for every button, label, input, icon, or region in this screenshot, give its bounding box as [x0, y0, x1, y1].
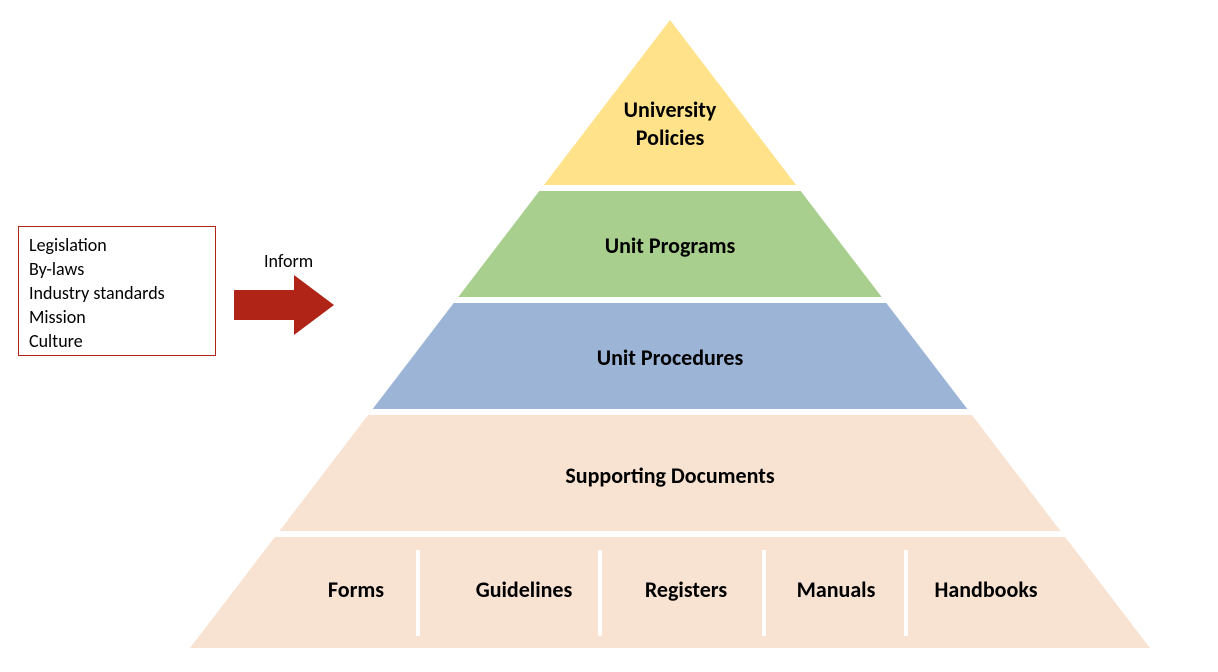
pyramid-label-line: Policies	[470, 124, 870, 152]
pyramid-label-line: Unit Programs	[470, 232, 870, 260]
pyramid-label-line: Unit Procedures	[470, 344, 870, 372]
diagram-stage: LegislationBy-lawsIndustry standardsMiss…	[0, 0, 1218, 672]
pyramid-label-level1: UniversityPolicies	[470, 96, 870, 151]
subrow-divider-2	[762, 550, 766, 636]
side-box-item: Mission	[29, 305, 205, 329]
inform-arrow-head	[294, 275, 334, 335]
pyramid-gap-1	[454, 297, 887, 303]
side-box-item: Culture	[29, 329, 205, 353]
inform-arrow-shaft	[234, 290, 294, 320]
subrow-divider-1	[598, 550, 602, 636]
side-box-item: Legislation	[29, 233, 205, 257]
subrow-label-handbooks: Handbooks	[896, 576, 1076, 603]
pyramid-gap-2	[368, 409, 972, 415]
subrow-divider-0	[416, 550, 420, 636]
pyramid-label-line: University	[470, 96, 870, 124]
pyramid-subrow-gap	[275, 531, 1065, 537]
inputs-side-box: LegislationBy-lawsIndustry standardsMiss…	[18, 226, 216, 356]
subrow-divider-3	[904, 550, 908, 636]
pyramid-label-line: Supporting Documents	[470, 462, 870, 490]
side-box-item: By-laws	[29, 257, 205, 281]
pyramid-label-level3: Unit Procedures	[470, 344, 870, 372]
inform-arrow-label: Inform	[264, 250, 313, 272]
pyramid-gap-0	[539, 185, 800, 191]
pyramid-level-level4	[190, 412, 1150, 648]
pyramid-label-level4: Supporting Documents	[470, 462, 870, 490]
subrow-label-guidelines: Guidelines	[434, 576, 614, 603]
side-box-item: Industry standards	[29, 281, 205, 305]
pyramid-label-level2: Unit Programs	[470, 232, 870, 260]
